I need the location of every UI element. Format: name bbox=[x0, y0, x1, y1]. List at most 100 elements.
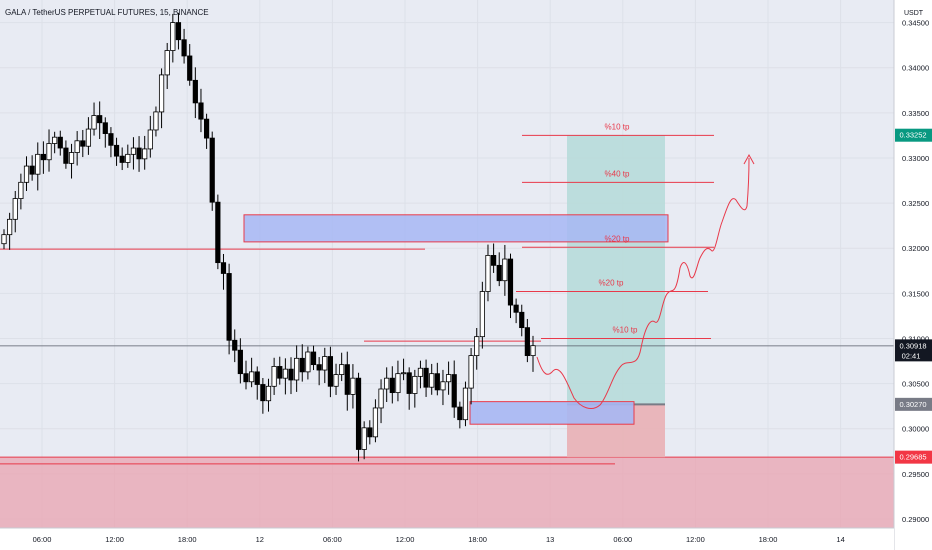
candle-body[interactable] bbox=[237, 349, 243, 375]
candle-body[interactable] bbox=[203, 118, 210, 139]
candle-body[interactable] bbox=[412, 375, 418, 394]
candle-body[interactable] bbox=[7, 218, 13, 236]
candle-body[interactable] bbox=[232, 339, 238, 351]
candle-body[interactable] bbox=[445, 374, 452, 383]
candle-body[interactable] bbox=[85, 128, 92, 147]
candle-body[interactable] bbox=[378, 388, 384, 409]
candle-body[interactable] bbox=[74, 140, 80, 153]
candle-body[interactable] bbox=[507, 258, 514, 306]
candle-body[interactable] bbox=[130, 147, 137, 155]
candle-body[interactable] bbox=[181, 39, 187, 57]
candle-body[interactable] bbox=[91, 115, 97, 130]
candle-body[interactable] bbox=[164, 50, 170, 76]
candle-body[interactable] bbox=[271, 366, 277, 387]
candle-body[interactable] bbox=[389, 377, 395, 394]
price-axis[interactable] bbox=[894, 0, 932, 550]
candle-body[interactable] bbox=[395, 373, 401, 394]
candle-body[interactable] bbox=[187, 55, 193, 81]
candle-body[interactable] bbox=[496, 264, 502, 282]
candle-body[interactable] bbox=[491, 255, 497, 266]
candle-body[interactable] bbox=[226, 273, 232, 341]
candle-body[interactable] bbox=[457, 406, 463, 421]
candle-body[interactable] bbox=[519, 311, 525, 329]
time-axis[interactable] bbox=[0, 528, 894, 550]
candle-body[interactable] bbox=[310, 351, 317, 366]
candle-body[interactable] bbox=[68, 152, 75, 164]
candles[interactable] bbox=[1, 12, 536, 462]
candle-body[interactable] bbox=[440, 381, 446, 391]
candle-body[interactable] bbox=[136, 147, 142, 160]
candle-body[interactable] bbox=[52, 136, 58, 144]
candle-body[interactable] bbox=[282, 368, 288, 379]
candle-body[interactable] bbox=[361, 427, 367, 450]
candle-body[interactable] bbox=[63, 147, 69, 164]
candle-body[interactable] bbox=[468, 355, 474, 389]
candle-body[interactable] bbox=[158, 74, 165, 113]
candle-body[interactable] bbox=[260, 384, 266, 402]
candle-body[interactable] bbox=[198, 102, 204, 120]
candle-body[interactable] bbox=[294, 357, 300, 381]
candle-body[interactable] bbox=[350, 377, 356, 395]
plot-area[interactable] bbox=[0, 0, 894, 528]
candle-body[interactable] bbox=[355, 377, 362, 450]
candle-body[interactable] bbox=[209, 137, 215, 203]
candle-body[interactable] bbox=[288, 368, 294, 381]
candle-body[interactable] bbox=[277, 366, 283, 379]
candle-body[interactable] bbox=[327, 356, 334, 387]
candle-body[interactable] bbox=[524, 327, 530, 357]
candle-body[interactable] bbox=[170, 22, 176, 51]
candle-body[interactable] bbox=[18, 181, 24, 199]
candle-body[interactable] bbox=[513, 304, 519, 313]
candle-body[interactable] bbox=[400, 372, 407, 375]
candle-body[interactable] bbox=[215, 201, 221, 264]
candle-body[interactable] bbox=[479, 291, 485, 338]
candle-body[interactable] bbox=[46, 143, 52, 161]
candle-body[interactable] bbox=[153, 111, 159, 131]
candle-body[interactable] bbox=[147, 129, 153, 150]
candle-body[interactable] bbox=[406, 372, 412, 394]
candle-body[interactable] bbox=[530, 345, 536, 357]
candle-body[interactable] bbox=[57, 136, 63, 149]
candle-body[interactable] bbox=[322, 356, 328, 371]
candle-body[interactable] bbox=[1, 234, 7, 245]
candle-body[interactable] bbox=[80, 140, 86, 147]
candle-body[interactable] bbox=[417, 367, 424, 377]
candle-body[interactable] bbox=[316, 364, 322, 371]
candle-body[interactable] bbox=[451, 374, 457, 408]
candle-body[interactable] bbox=[142, 148, 148, 160]
candle-body[interactable] bbox=[384, 377, 390, 390]
candle-body[interactable] bbox=[97, 115, 103, 124]
candle-body[interactable] bbox=[23, 165, 30, 183]
candle-body[interactable] bbox=[344, 364, 350, 395]
candle-body[interactable] bbox=[243, 373, 249, 383]
candle-body[interactable] bbox=[113, 144, 120, 157]
candle-body[interactable] bbox=[339, 364, 345, 375]
candle-body[interactable] bbox=[429, 373, 435, 388]
candle-body[interactable] bbox=[474, 336, 480, 357]
candle-body[interactable] bbox=[485, 255, 491, 292]
candle-body[interactable] bbox=[35, 153, 41, 175]
candle-body[interactable] bbox=[40, 153, 46, 161]
candle-body[interactable] bbox=[333, 374, 339, 387]
candle-body[interactable] bbox=[249, 371, 255, 383]
candle-body[interactable] bbox=[462, 387, 469, 421]
candle-body[interactable] bbox=[12, 198, 18, 220]
candle-body[interactable] bbox=[367, 427, 373, 438]
candle-body[interactable] bbox=[220, 262, 227, 274]
candle-body[interactable] bbox=[265, 385, 272, 402]
candle-body[interactable] bbox=[119, 155, 125, 163]
candle-body[interactable] bbox=[175, 22, 182, 41]
candle-body[interactable] bbox=[434, 373, 440, 391]
candle-body[interactable] bbox=[125, 153, 131, 163]
candle-body[interactable] bbox=[299, 357, 305, 373]
candle-body[interactable] bbox=[305, 351, 311, 373]
candle-body[interactable] bbox=[108, 133, 114, 146]
candle-body[interactable] bbox=[102, 122, 108, 134]
candle-body[interactable] bbox=[29, 165, 35, 175]
candle-body[interactable] bbox=[254, 371, 260, 385]
candle-body[interactable] bbox=[502, 258, 508, 282]
candle-body[interactable] bbox=[192, 79, 198, 104]
candle-body[interactable] bbox=[372, 407, 379, 438]
candle-body[interactable] bbox=[423, 367, 429, 388]
